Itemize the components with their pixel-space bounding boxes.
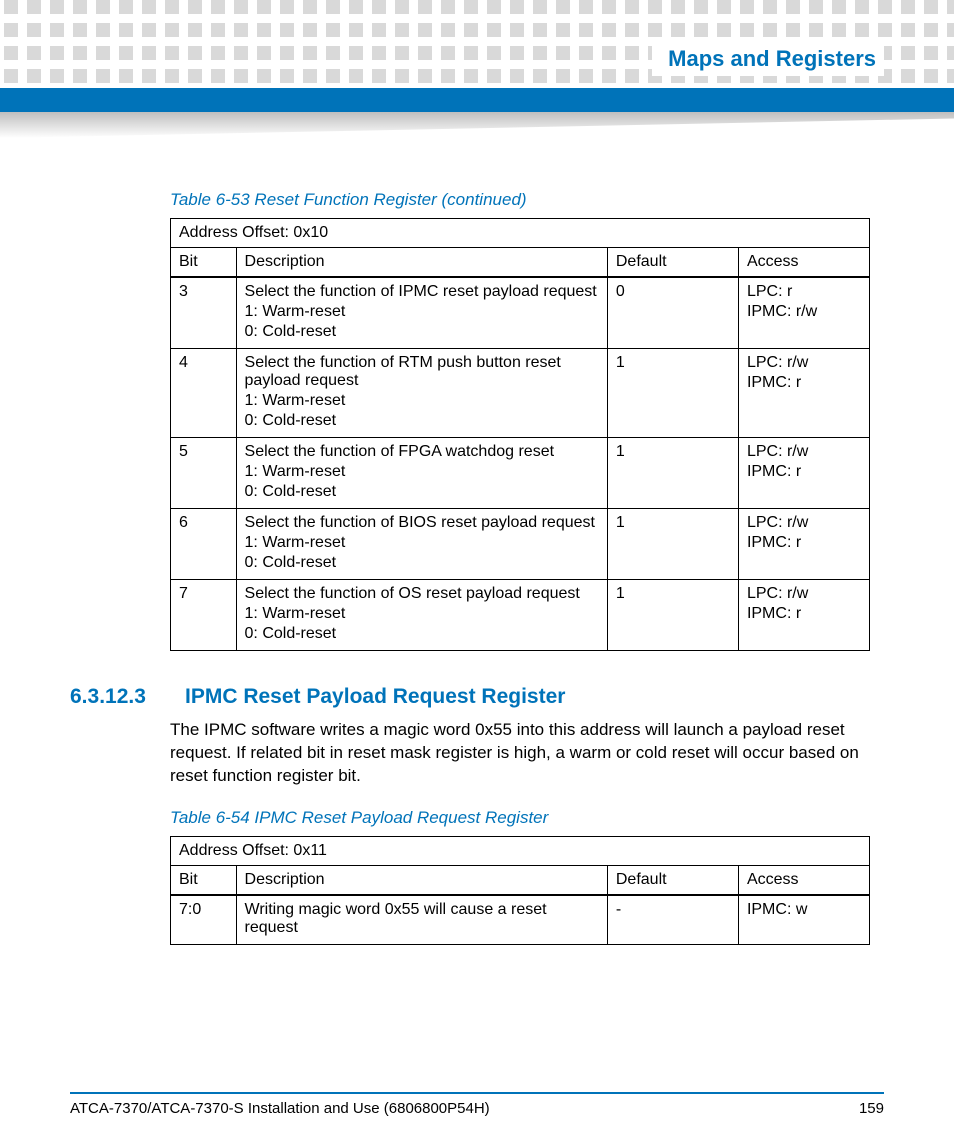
table-row: 4Select the function of RTM push button … (171, 349, 870, 438)
col-header-default: Default (607, 248, 738, 278)
cell-bit: 7:0 (171, 895, 237, 945)
cell-description: Writing magic word 0x55 will cause a res… (236, 895, 607, 945)
cell-access: IPMC: w (738, 895, 869, 945)
table-row: 5Select the function of FPGA watchdog re… (171, 438, 870, 509)
section-heading: 6.3.12.3 IPMC Reset Payload Request Regi… (70, 685, 884, 709)
cell-access: LPC: r/wIPMC: r (738, 438, 869, 509)
section-number: 6.3.12.3 (70, 685, 185, 709)
col-header-bit: Bit (171, 865, 237, 895)
cell-default: 1 (607, 349, 738, 438)
col-header-description: Description (236, 248, 607, 278)
page-footer: ATCA-7370/ATCA-7370-S Installation and U… (70, 1092, 884, 1117)
reset-function-register-table: Address Offset: 0x10 Bit Description Def… (170, 218, 870, 651)
table-address-offset: Address Offset: 0x11 (171, 836, 870, 865)
cell-description: Select the function of BIOS reset payloa… (236, 509, 607, 580)
cell-bit: 5 (171, 438, 237, 509)
cell-default: 0 (607, 277, 738, 349)
cell-bit: 3 (171, 277, 237, 349)
cell-default: - (607, 895, 738, 945)
cell-access: LPC: r/wIPMC: r (738, 509, 869, 580)
cell-description: Select the function of RTM push button r… (236, 349, 607, 438)
cell-bit: 7 (171, 580, 237, 651)
cell-access: LPC: r/wIPMC: r (738, 580, 869, 651)
table-caption: Table 6-53 Reset Function Register (cont… (170, 190, 884, 210)
table-address-offset: Address Offset: 0x10 (171, 219, 870, 248)
cell-description: Select the function of FPGA watchdog res… (236, 438, 607, 509)
table-row: 7:0Writing magic word 0x55 will cause a … (171, 895, 870, 945)
cell-description: Select the function of OS reset payload … (236, 580, 607, 651)
section-body-text: The IPMC software writes a magic word 0x… (170, 719, 880, 788)
cell-bit: 6 (171, 509, 237, 580)
footer-page-number: 159 (859, 1100, 884, 1117)
col-header-bit: Bit (171, 248, 237, 278)
cell-access: LPC: r/wIPMC: r (738, 349, 869, 438)
col-header-description: Description (236, 865, 607, 895)
cell-default: 1 (607, 438, 738, 509)
footer-doc-title: ATCA-7370/ATCA-7370-S Installation and U… (70, 1100, 490, 1117)
section-title: IPMC Reset Payload Request Register (185, 685, 565, 709)
header-blue-bar (0, 88, 954, 112)
col-header-access: Access (738, 248, 869, 278)
ipmc-reset-payload-request-table: Address Offset: 0x11 Bit Description Def… (170, 836, 870, 945)
chapter-title: Maps and Registers (652, 46, 884, 76)
cell-access: LPC: rIPMC: r/w (738, 277, 869, 349)
cell-default: 1 (607, 580, 738, 651)
table-row: 7Select the function of OS reset payload… (171, 580, 870, 651)
cell-default: 1 (607, 509, 738, 580)
cell-bit: 4 (171, 349, 237, 438)
col-header-access: Access (738, 865, 869, 895)
table-caption: Table 6-54 IPMC Reset Payload Request Re… (170, 808, 884, 828)
col-header-default: Default (607, 865, 738, 895)
table-row: 6Select the function of BIOS reset paylo… (171, 509, 870, 580)
cell-description: Select the function of IPMC reset payloa… (236, 277, 607, 349)
table-row: 3Select the function of IPMC reset paylo… (171, 277, 870, 349)
